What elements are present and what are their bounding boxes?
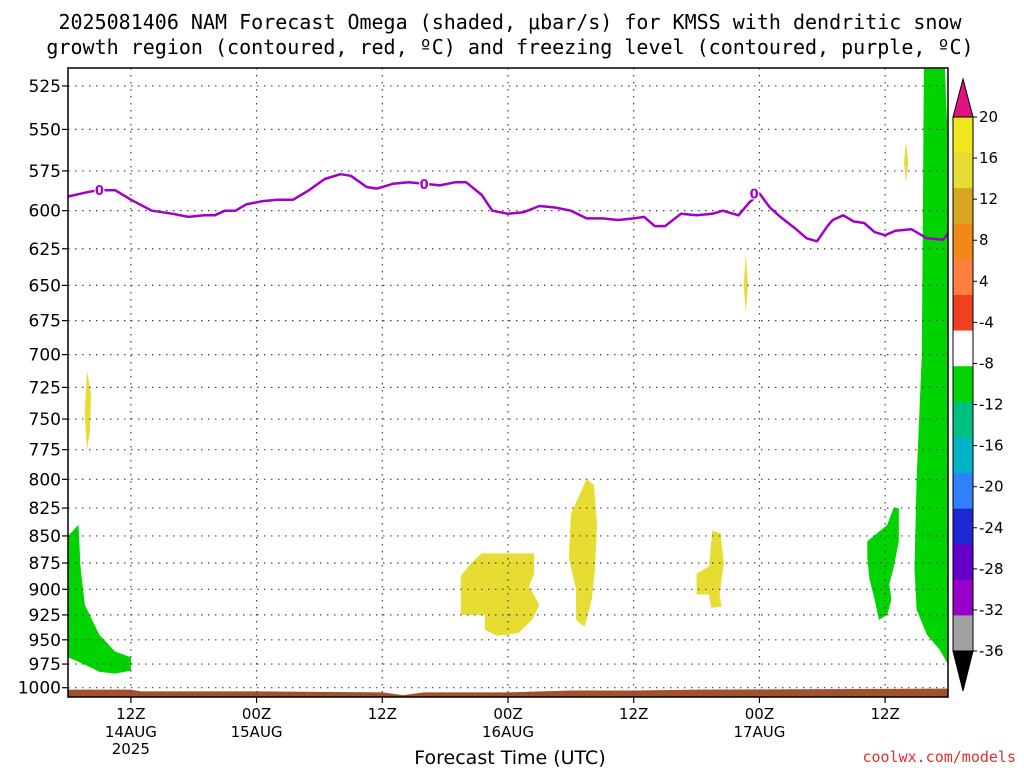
colorbar-label: -20 — [979, 478, 1004, 496]
x-axis-label: Forecast Time (UTC) — [414, 747, 605, 768]
y-tick-label: 850 — [29, 527, 61, 547]
colorbar-swatch — [953, 401, 973, 438]
x-tick-hour-label: 00Z — [745, 705, 774, 723]
omega-region — [84, 370, 91, 450]
colorbar-swatch — [953, 330, 973, 367]
y-tick-label: 600 — [29, 202, 61, 222]
credit-text: coolwx.com/models — [862, 748, 1016, 766]
colorbar-label: -4 — [979, 313, 994, 331]
colorbar-swatch — [953, 473, 973, 509]
terrain-fill — [68, 688, 948, 697]
colorbar: 20 16 12 8 4 -4 -8 -12 -16 -20 -24 -28 -32 -36 — [952, 77, 1004, 692]
colorbar-swatch — [953, 366, 973, 403]
y-tick-label: 725 — [29, 378, 61, 398]
colorbar-swatch — [953, 259, 973, 296]
colorbar-swatch — [953, 579, 973, 616]
colorbar-label: 8 — [979, 231, 989, 249]
x-tick-date-label: 14AUG — [105, 723, 157, 741]
freezing-level-line — [67, 172, 949, 243]
y-tick-label: 975 — [29, 655, 61, 675]
x-tick-hour-label: 12Z — [116, 705, 145, 723]
colorbar-swatch — [953, 295, 973, 331]
freezing-level-label: 0 — [750, 187, 759, 202]
omega-region — [743, 253, 748, 314]
y-tick-label: 775 — [29, 441, 61, 461]
omega-region — [914, 68, 948, 665]
freezing-level-label: 0 — [420, 178, 429, 193]
colorbar-swatch — [953, 437, 973, 474]
colorbar-label: 16 — [979, 149, 998, 167]
omega-region — [904, 141, 909, 183]
y-tick-label: 950 — [29, 631, 61, 651]
y-tick-label: 750 — [29, 410, 61, 430]
colorbar-label: 20 — [979, 108, 998, 126]
x-tick-year-label: 2025 — [112, 740, 150, 758]
x-tick-hour-label: 00Z — [493, 705, 522, 723]
x-tick-hour-label: 12Z — [870, 705, 899, 723]
x-tick-date-label: 17AUG — [733, 723, 785, 741]
x-tick-date-label: 16AUG — [482, 723, 534, 741]
colorbar-swatch — [953, 223, 973, 260]
colorbar-under-triangle — [952, 650, 974, 692]
colorbar-swatch — [953, 117, 973, 153]
y-tick-label: 800 — [29, 470, 61, 490]
colorbar-label: 12 — [979, 190, 998, 208]
plot-area: 0 0 0 525 550 575 600 625 650 675 700 725 750 775 800 8… — [18, 67, 949, 758]
y-tick-label: 675 — [29, 312, 61, 332]
colorbar-label: -32 — [979, 601, 1004, 619]
freezing-level-label-bg — [94, 182, 105, 197]
colorbar-swatch — [953, 188, 973, 225]
title-line-2: growth region (contoured, red, ºC) and f… — [46, 35, 973, 59]
y-tick-label: 825 — [29, 499, 61, 519]
colorbar-label: -24 — [979, 519, 1004, 537]
x-tick-hour-label: 00Z — [242, 705, 271, 723]
colorbar-swatch — [953, 615, 973, 652]
y-tick-label: 1000 — [18, 679, 61, 699]
colorbar-label: -12 — [979, 396, 1004, 414]
colorbar-label: 4 — [979, 272, 989, 290]
freezing-level-label: 0 — [95, 184, 104, 199]
omega-region — [460, 553, 540, 636]
colorbar-over-triangle — [952, 77, 974, 118]
y-tick-label: 550 — [29, 120, 61, 140]
y-tick-label: 650 — [29, 276, 61, 296]
colorbar-label: -28 — [979, 560, 1004, 578]
y-tick-label: 575 — [29, 162, 61, 182]
y-tick-label: 625 — [29, 240, 61, 260]
colorbar-swatch — [953, 508, 973, 545]
x-tick-hour-label: 12Z — [368, 705, 397, 723]
omega-region — [696, 530, 724, 608]
title-line-1: 2025081406 NAM Forecast Omega (shaded, μ… — [58, 10, 962, 34]
x-tick-date-label: 15AUG — [231, 723, 283, 741]
y-tick-label: 525 — [29, 77, 61, 97]
colorbar-swatch — [953, 152, 973, 189]
y-tick-label: 875 — [29, 554, 61, 574]
freezing-level-label-bg — [749, 185, 760, 200]
y-tick-label: 900 — [29, 580, 61, 600]
colorbar-label: -16 — [979, 437, 1004, 455]
x-tick-hour-label: 12Z — [619, 705, 648, 723]
omega-region — [867, 508, 899, 620]
y-tick-label: 925 — [29, 606, 61, 626]
y-tick-label: 700 — [29, 346, 61, 366]
colorbar-swatch — [953, 544, 973, 581]
colorbar-label: -36 — [979, 642, 1004, 660]
colorbar-frame — [952, 116, 974, 652]
omega-region — [68, 524, 131, 674]
freezing-level-label-bg — [419, 175, 430, 190]
colorbar-label: -8 — [979, 354, 994, 372]
omega-region — [568, 479, 597, 627]
